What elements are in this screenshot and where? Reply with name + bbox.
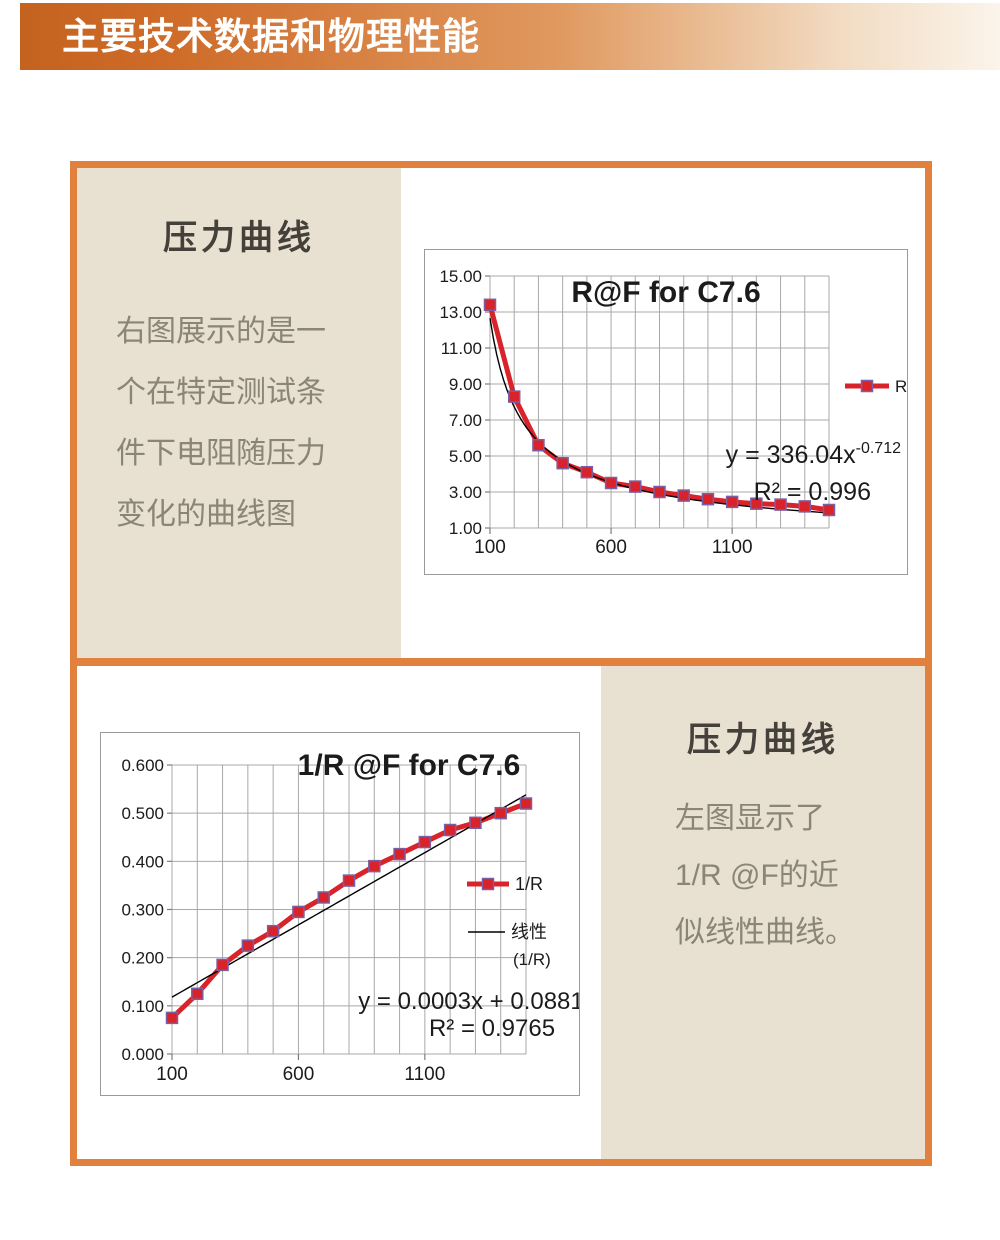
data-point-marker [393, 847, 406, 861]
data-point-marker [368, 859, 381, 873]
data-point-marker [519, 797, 533, 810]
data-point-marker [292, 905, 305, 919]
data-point-marker [241, 939, 255, 952]
data-point-marker [266, 924, 280, 938]
data-point-marker [677, 489, 690, 502]
y-axis-tick-label: 0.300 [121, 901, 164, 920]
y-axis-tick-label: 0.100 [121, 997, 164, 1016]
data-point-marker [532, 438, 545, 452]
bottom-panel-title: 压力曲线 [687, 721, 839, 759]
data-point-marker [483, 298, 497, 312]
trendline-equation: y = 336.04x-0.712 [726, 440, 901, 469]
y-axis-tick-label: 0.200 [121, 949, 164, 968]
legend-sublabel: (1/R) [513, 950, 551, 969]
chart-title: 1/R @F for C7.6 [298, 749, 521, 782]
paragraph-line: 右图展示的是一 [116, 315, 326, 348]
top-section-card: 压力曲线 右图展示的是一 个在特定测试条 件下电阻随压力 变化的曲线图 15.0… [70, 161, 932, 665]
data-point-marker [822, 503, 836, 517]
data-point-marker [750, 497, 763, 510]
data-point-marker [629, 480, 642, 493]
data-point-marker [507, 390, 521, 403]
legend-marker [481, 877, 495, 891]
data-point-marker [216, 958, 229, 972]
x-axis-tick-label: 600 [283, 1064, 315, 1085]
paragraph-line: 变化的曲线图 [116, 498, 296, 531]
y-axis-tick-label: 15.00 [439, 267, 482, 286]
y-axis-tick-label: 11.00 [441, 339, 482, 358]
paragraph-line: 左图显示了 [675, 802, 825, 835]
y-axis-tick-label: 1.00 [449, 519, 482, 538]
data-point-marker [580, 465, 594, 479]
y-axis-tick-label: 5.00 [449, 447, 482, 466]
chart-title: R@F for C7.6 [571, 276, 760, 309]
paragraph-line: 似线性曲线。 [675, 916, 855, 949]
y-axis-tick-label: 0.000 [121, 1045, 164, 1064]
data-point-marker [701, 492, 715, 506]
data-point-marker [469, 816, 482, 830]
page-title: 主要技术数据和物理性能 [62, 16, 480, 57]
x-axis-tick-label: 100 [156, 1064, 188, 1085]
data-point-marker [798, 500, 812, 513]
data-point-marker [725, 495, 739, 509]
data-point-marker [317, 891, 330, 904]
page-header-banner: 主要技术数据和物理性能 [20, 3, 1000, 70]
y-axis-tick-label: 9.00 [449, 375, 482, 394]
legend-marker [860, 379, 874, 393]
r-squared-label: R² = 0.996 [754, 478, 871, 506]
trendline-equation: y = 0.0003x + 0.0881 [358, 988, 579, 1015]
legend-label: R [895, 377, 907, 396]
legend-label: 1/R [515, 874, 543, 894]
top-panel-title: 压力曲线 [163, 219, 315, 257]
x-axis-tick-label: 1100 [404, 1064, 445, 1085]
data-point-marker [342, 874, 356, 887]
top-text-panel: 压力曲线 右图展示的是一 个在特定测试条 件下电阻随压力 变化的曲线图 [77, 168, 401, 658]
paragraph-line: 个在特定测试条 [116, 376, 326, 409]
data-point-marker [443, 823, 457, 837]
data-point-marker [494, 806, 507, 820]
y-axis-tick-label: 13.00 [439, 303, 482, 322]
y-axis-tick-label: 0.400 [121, 852, 164, 871]
data-point-marker [165, 1011, 179, 1025]
data-point-marker [418, 835, 432, 849]
y-axis-tick-label: 0.600 [121, 756, 164, 775]
bottom-section-card: 压力曲线 左图显示了 1/R @F的近 似线性曲线。 0.600 0.500 0.4… [70, 659, 932, 1166]
bottom-text-panel: 压力曲线 左图显示了 1/R @F的近 似线性曲线。 [601, 666, 925, 1159]
x-axis-tick-label: 1100 [712, 537, 753, 558]
data-point-marker [191, 987, 204, 1001]
x-axis-tick-label: 100 [474, 537, 506, 558]
trendline [171, 794, 527, 998]
data-point-marker [604, 476, 618, 490]
data-point-marker [774, 498, 787, 511]
r-squared-label: R² = 0.9765 [429, 1015, 555, 1042]
legend-label: 线性 [511, 922, 547, 942]
y-axis-tick-label: 7.00 [449, 411, 482, 430]
y-axis-tick-label: 3.00 [449, 483, 482, 502]
y-axis-tick-label: 0.500 [121, 804, 164, 823]
x-axis-tick-label: 600 [595, 537, 627, 558]
paragraph-line: 1/R @F的近 [675, 859, 839, 892]
paragraph-line: 件下电阻随压力 [116, 437, 326, 470]
data-point-marker [556, 456, 569, 470]
data-point-marker [653, 485, 666, 499]
